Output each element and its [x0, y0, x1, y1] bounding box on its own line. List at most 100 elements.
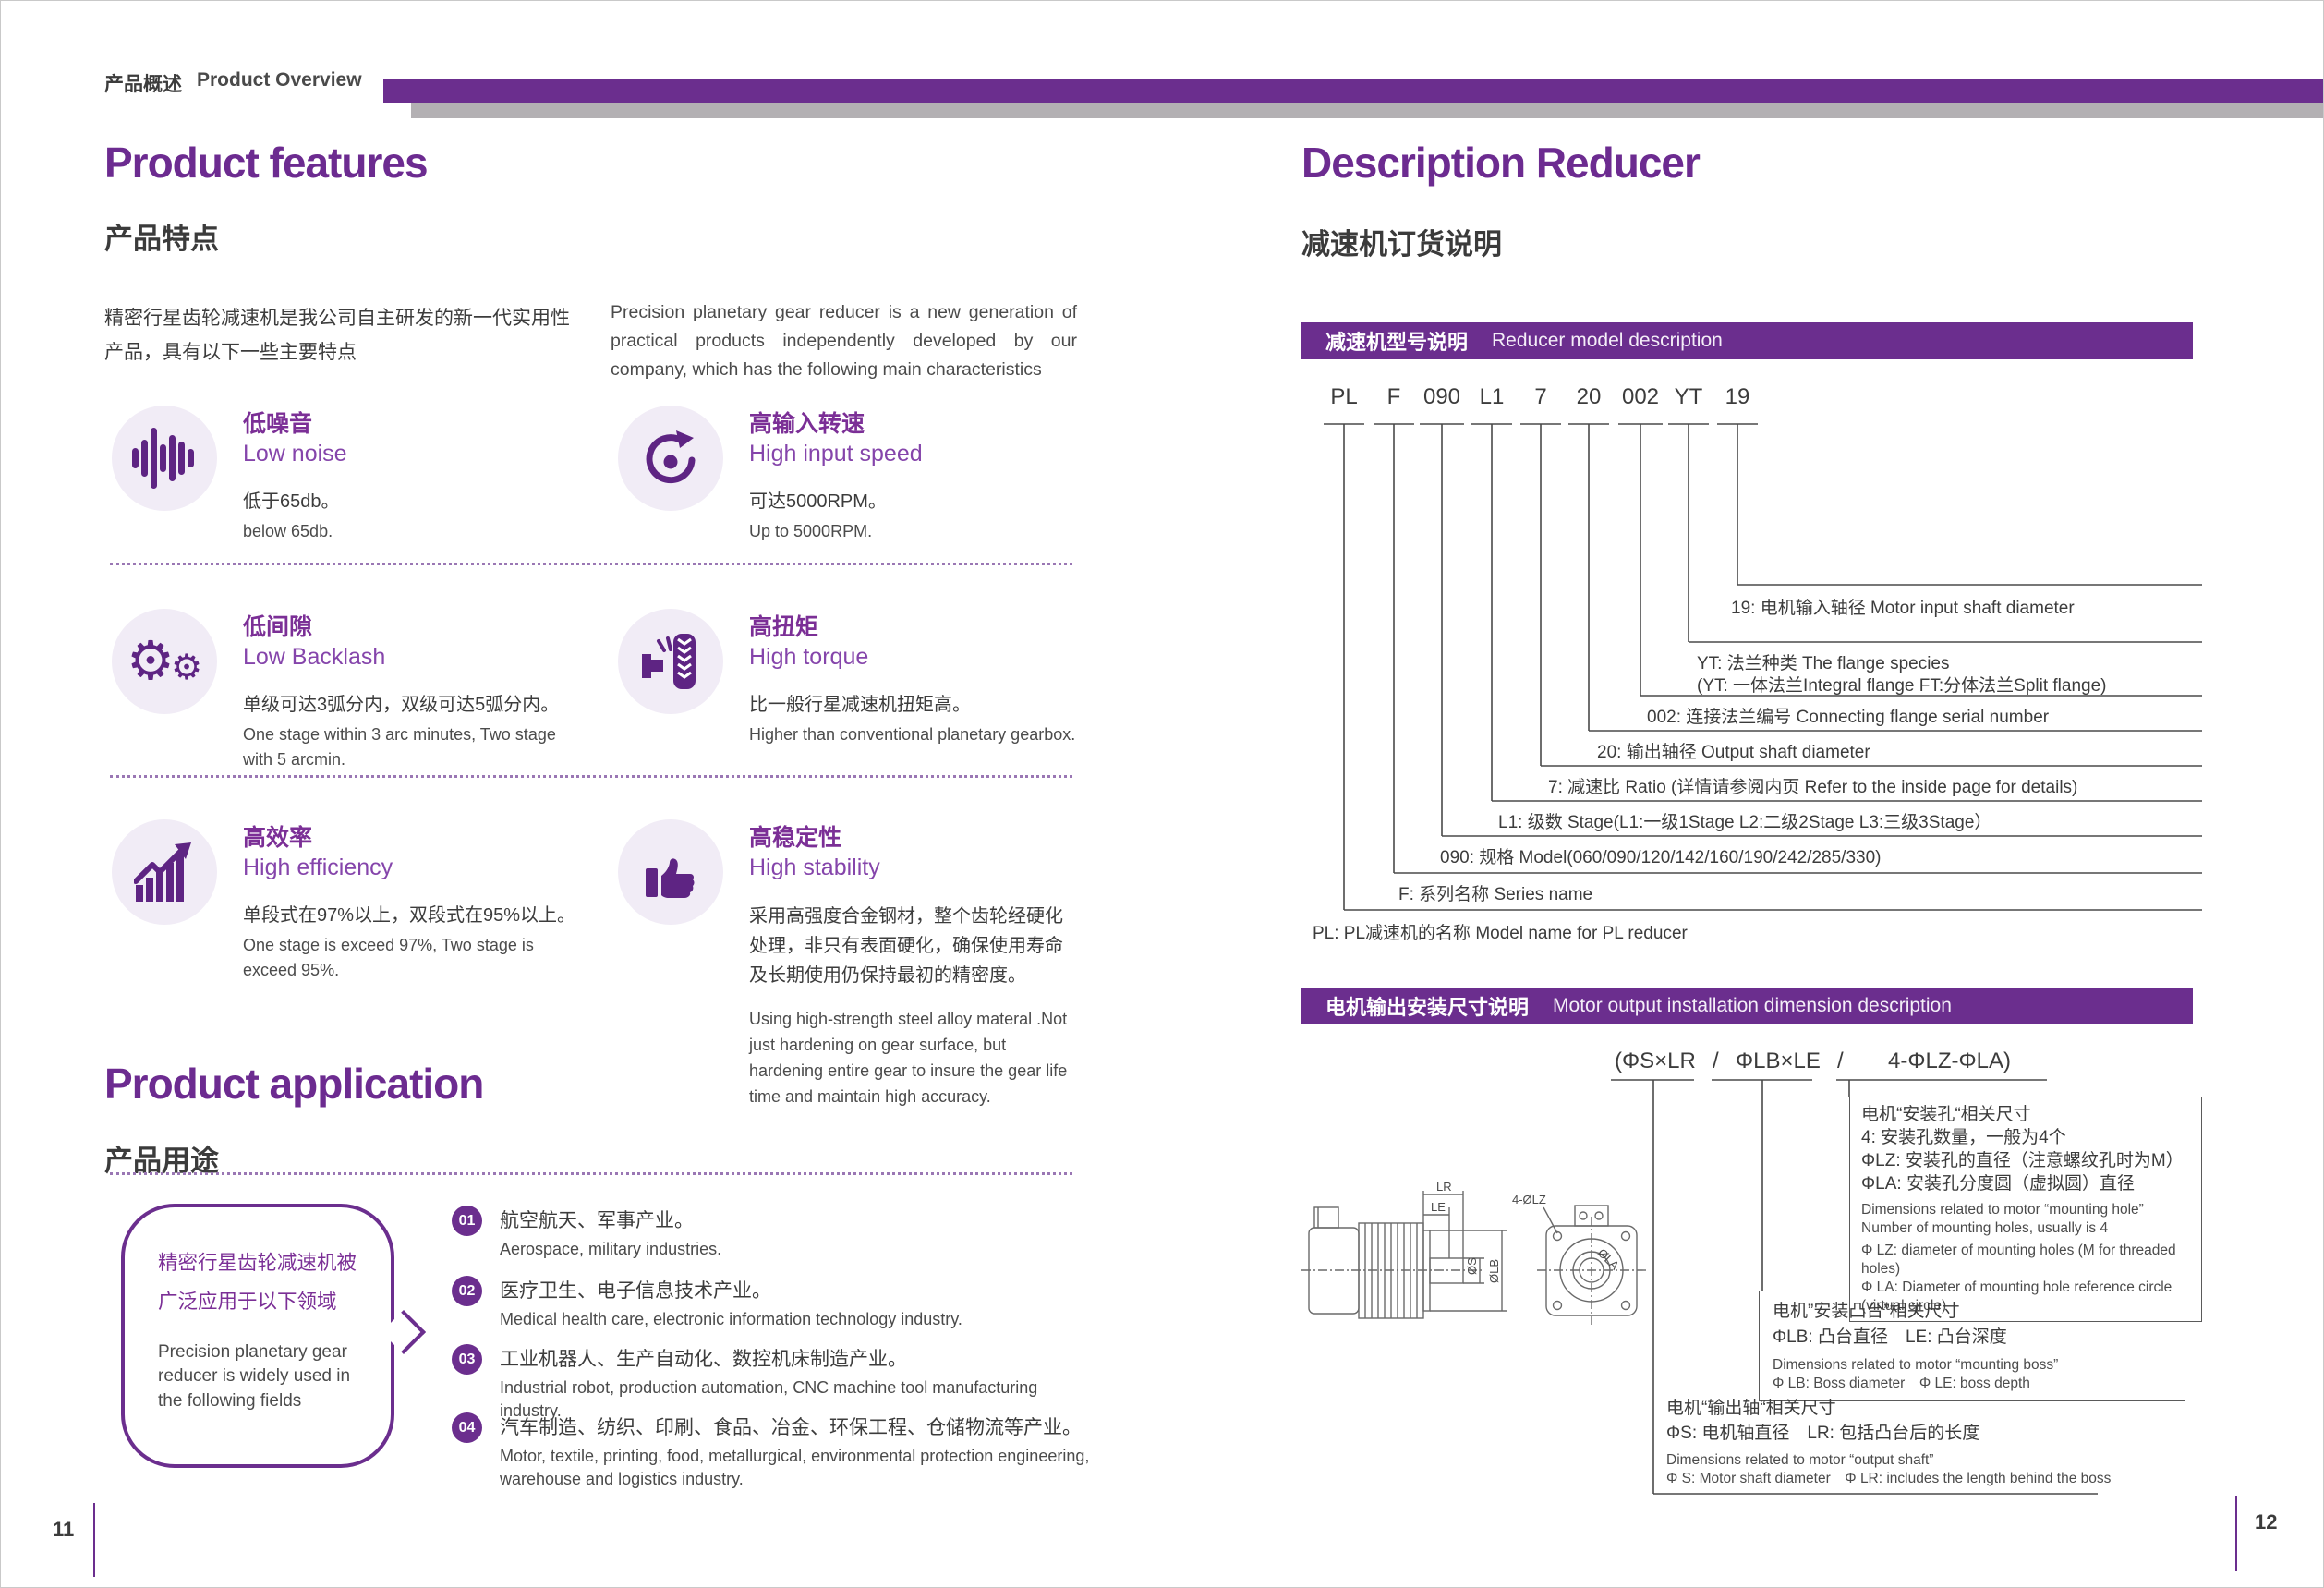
feature-title-zh: 高扭矩: [749, 614, 819, 640]
divider-dotted: [110, 775, 1072, 778]
formula-connector-lines: [1611, 1079, 2098, 1495]
dim-label-olz: 4-ØLZ: [1512, 1193, 1546, 1206]
model-label-002: 002: 连接法兰编号 Connecting flange serial num…: [1647, 708, 2050, 727]
right-page-title: Description Reducer: [1301, 139, 1701, 187]
item-number-badge: 04: [452, 1412, 482, 1443]
feature-title-zh: 高输入转速: [749, 411, 865, 437]
model-code-090: 090: [1422, 384, 1461, 409]
feature-high-torque: 高扭矩 High torque 比一般行星减速机扭矩高。 Higher than…: [618, 609, 1080, 747]
page-number-left: 11: [53, 1518, 75, 1541]
model-label-l1: L1: 级数 Stage(L1:一级1Stage L2:二级2Stage L3:…: [1498, 813, 1992, 832]
application-speech-bubble: 精密行星齿轮减速机被广泛应用于以下领域 Precision planetary …: [121, 1204, 394, 1468]
feature-title-zh: 低噪音: [243, 411, 313, 437]
formula-part-boss: ΦLB×LE: [1736, 1049, 1821, 1073]
item-text-en: Motor, textile, printing, food, metallur…: [500, 1447, 1090, 1489]
model-label-yt: YT: 法兰种类 The flange species: [1697, 654, 1950, 673]
item-text-zh: 汽车制造、纺织、印刷、食品、冶金、环保工程、仓储物流等产业。: [500, 1417, 1082, 1438]
banner-title-en: Reducer model description: [1492, 330, 1723, 351]
hole-zh-4: ΦLA: 安装孔分度圆（虚拟圆）直径: [1861, 1174, 2135, 1194]
hole-zh-1: 电机“安装孔“相关尺寸: [1861, 1105, 2031, 1124]
bubble-text-en: Precision planetary gear reducer is wide…: [158, 1341, 351, 1412]
dim-label-os: ØS: [1465, 1257, 1479, 1275]
model-label-yt-2: (YT: 一体法兰Integral flange FT:分体法兰Split fl…: [1697, 676, 2107, 696]
torque-tire-icon: [618, 609, 723, 714]
feature-title-en: High input speed: [749, 441, 923, 467]
model-code-f: F: [1386, 384, 1401, 409]
dim-label-lr: LR: [1436, 1180, 1452, 1194]
feature-title-en: High torque: [749, 644, 869, 670]
rotation-speed-icon: [618, 406, 723, 511]
right-page-subtitle-zh: 减速机订货说明: [1301, 228, 1502, 261]
banner-title-zh: 减速机型号说明: [1325, 331, 1469, 354]
header-title-zh: 产品概述: [104, 74, 182, 95]
left-page-title: Product features: [104, 139, 429, 187]
header-gray-bar: [411, 103, 2323, 118]
model-code-l1: L1: [1479, 384, 1505, 409]
gears-icon: ⚙ ⚙: [112, 609, 217, 714]
feature-high-input-speed: 高输入转速 High input speed 可达5000RPM。 Up to …: [618, 406, 1080, 544]
model-code-yt: YT: [1674, 384, 1703, 409]
dim-label-olb: ØLB: [1487, 1259, 1501, 1283]
model-label-pl: PL: PL减速机的名称 Model name for PL reducer: [1313, 924, 1688, 943]
hole-en-3: Φ LZ: diameter of mounting holes (M for …: [1861, 1243, 2176, 1277]
model-code-19: 19: [1725, 384, 1750, 409]
boss-en-1: Dimensions related to motor “mounting bo…: [1773, 1357, 2059, 1373]
feature-low-backlash: ⚙ ⚙ 低间隙 Low Backlash 单级可达3弧分内，双级可达5弧分内。 O…: [112, 609, 585, 772]
feature-high-stability: 高稳定性 High stability 采用高强度合金钢材，整个齿轮经硬化处理，…: [618, 819, 1080, 1110]
feature-title-zh: 低间隙: [243, 614, 313, 640]
application-item-4: 04 汽车制造、纺织、印刷、食品、冶金、环保工程、仓储物流等产业。 Motor,…: [452, 1412, 1098, 1491]
bubble-text-zh: 精密行星齿轮减速机被广泛应用于以下领域: [158, 1252, 357, 1313]
hole-zh-3: ΦLZ: 安装孔的直径（注意螺纹孔时为M）: [1861, 1151, 2184, 1170]
formula-part-holes: 4-ΦLZ-ΦLA): [1888, 1049, 2011, 1073]
header-accent-bar: [383, 79, 2323, 103]
model-code-002: 002: [1621, 384, 1660, 409]
feature-desc-en: One stage is exceed 97%, Two stage is ex…: [243, 936, 534, 979]
banner-reducer-model: 减速机型号说明 Reducer model description: [1301, 322, 2193, 359]
formula-part-shaft: (ΦS×LR: [1615, 1049, 1696, 1073]
boss-zh-1: 电机”安装凸台”相关尺寸: [1773, 1302, 1960, 1321]
feature-title-en: Low Backlash: [243, 644, 386, 670]
shaft-en-2: Φ S: Motor shaft diameter Φ LR: includes…: [1666, 1471, 2112, 1486]
feature-desc-zh: 低于65db。: [243, 491, 340, 512]
shaft-zh-2: ΦS: 电机轴直径 LR: 包括凸台后的长度: [1666, 1424, 1980, 1443]
application-item-2: 02 医疗卫生、电子信息技术产业。 Medical health care, e…: [452, 1276, 1098, 1331]
feature-title-zh: 高效率: [243, 825, 313, 851]
feature-low-noise: 低噪音 Low noise 低于65db。 below 65db.: [112, 406, 585, 544]
formula-separator: /: [1713, 1049, 1719, 1073]
feature-title-en: High stability: [749, 855, 880, 880]
feature-high-efficiency: 高效率 High efficiency 单段式在97%以上，双段式在95%以上。…: [112, 819, 585, 983]
banner-motor-dimension: 电机输出安装尺寸说明 Motor output installation dim…: [1301, 988, 2193, 1024]
feature-desc-zh: 单段式在97%以上，双段式在95%以上。: [243, 905, 576, 926]
feature-desc-zh: 单级可达3弧分内，双级可达5弧分内。: [243, 695, 560, 715]
divider-dotted: [110, 563, 1072, 565]
feature-desc-zh: 可达5000RPM。: [749, 491, 887, 512]
item-number-badge: 02: [452, 1276, 482, 1306]
feature-desc-en: Higher than conventional planetary gearb…: [749, 725, 1076, 744]
dim-label-ola: ØLA: [1595, 1246, 1622, 1273]
application-item-3: 03 工业机器人、生产自动化、数控机床制造产业。 Industrial robo…: [452, 1344, 1098, 1423]
output-shaft-box: 电机“输出轴“相关尺寸 ΦS: 电机轴直径 LR: 包括凸台后的长度 Dimen…: [1666, 1396, 2111, 1488]
feature-title-en: High efficiency: [243, 855, 393, 880]
footer-rule-right: [2235, 1496, 2237, 1571]
feature-desc-en: One stage within 3 arc minutes, Two stag…: [243, 725, 556, 769]
item-text-zh: 医疗卫生、电子信息技术产业。: [500, 1280, 771, 1302]
feature-desc-en: below 65db.: [243, 522, 333, 540]
feature-title-zh: 高稳定性: [749, 825, 842, 851]
motor-technical-drawing: LR LE ØS ØLB 4-ØLZ ØLA: [1301, 1180, 1648, 1325]
item-number-badge: 01: [452, 1206, 482, 1236]
model-code-pl: PL: [1330, 384, 1358, 409]
model-label-19: 19: 电机输入轴径 Motor input shaft diameter: [1731, 599, 2075, 618]
footer-rule-left: [93, 1503, 95, 1577]
banner-title-zh: 电机输出安装尺寸说明: [1325, 996, 1530, 1019]
divider-dotted: [110, 1172, 1072, 1175]
shaft-en-1: Dimensions related to motor “output shaf…: [1666, 1452, 1934, 1468]
feature-desc-en: Up to 5000RPM.: [749, 522, 873, 540]
dim-label-le: LE: [1431, 1200, 1446, 1214]
application-title: Product application: [104, 1060, 484, 1108]
hole-en-1: Dimensions related to motor “mounting ho…: [1861, 1202, 2144, 1218]
item-text-en: Medical health care, electronic informat…: [500, 1310, 962, 1328]
feature-title-en: Low noise: [243, 441, 347, 467]
item-text-en: Industrial robot, production automation,…: [500, 1378, 1038, 1421]
formula-separator: /: [1837, 1049, 1844, 1073]
header-title-en: Product Overview: [197, 69, 362, 91]
